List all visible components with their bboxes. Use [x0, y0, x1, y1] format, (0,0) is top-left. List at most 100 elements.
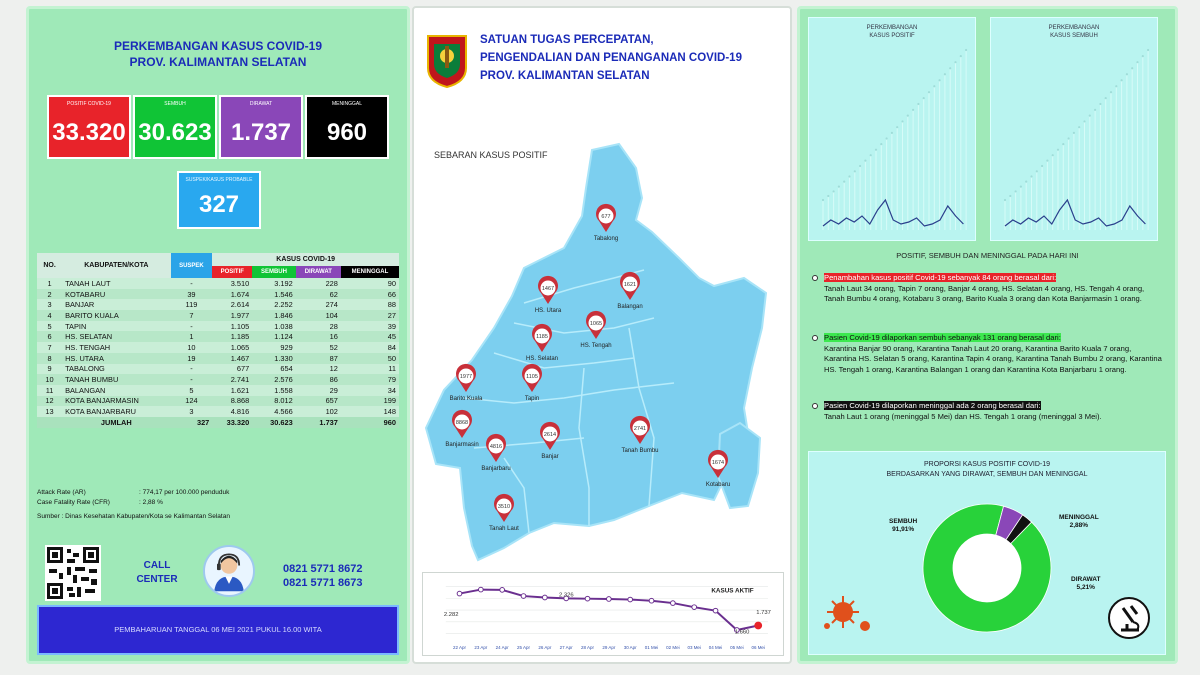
- aktif-point: [520, 593, 527, 599]
- bullet-icon: [812, 403, 818, 409]
- marker-name: Banjarmasin: [445, 442, 478, 448]
- col-sembuh: SEMBUH: [252, 266, 296, 278]
- table-cell: 34: [387, 385, 396, 395]
- aktif-point: [691, 604, 698, 610]
- table-cell: 8.012: [274, 396, 293, 406]
- map-kotabaru: [716, 421, 762, 510]
- qr-code-icon[interactable]: [45, 545, 101, 601]
- phone-number-1[interactable]: 0821 5771 8672: [283, 563, 363, 575]
- aktif-date-label: 01 Mei: [645, 645, 658, 650]
- table-cell: 2: [47, 289, 52, 299]
- aktif-date-label: 28 Apr: [581, 645, 594, 650]
- table-cell: 4: [47, 310, 52, 320]
- aktif-first-label: 2.282: [444, 612, 459, 618]
- call-center-bar: CALL CENTER 0821 5771 8672 0821 5771 867…: [33, 541, 403, 603]
- table-cell: 6: [47, 332, 52, 342]
- summary-panel: PERKEMBANGAN KASUS COVID-19 PROV. KALIMA…: [26, 6, 410, 664]
- map-marker[interactable]: 2614 Banjar: [540, 421, 560, 460]
- table-row: 4 BARITO KUALA 7 1.977 1.846 104 27: [37, 310, 399, 321]
- map-marker[interactable]: 1467 HS. Utara: [535, 275, 562, 314]
- table-cell: 1.674: [230, 289, 250, 299]
- map-marker[interactable]: 4816 Banjarbaru: [481, 433, 511, 472]
- table-cell: KOTABARU: [65, 289, 106, 299]
- table-cell: 327: [170, 416, 213, 428]
- table-cell: 88: [387, 300, 396, 310]
- table-cell: 1.065: [230, 342, 250, 352]
- table-cell: 4.566: [274, 407, 293, 417]
- table-cell: 19: [187, 353, 196, 363]
- virus-icon: [824, 596, 870, 631]
- table-cell: 654: [280, 364, 293, 374]
- marker-name: Barito Kuala: [450, 396, 483, 402]
- table-cell: 27: [387, 310, 396, 320]
- map-marker[interactable]: 2741 Tanah Bumbu: [621, 415, 659, 454]
- map-marker[interactable]: 3510 Tanah Laut: [489, 493, 519, 532]
- stat-label: DIRAWAT: [249, 101, 273, 107]
- table-cell: 1.846: [274, 310, 293, 320]
- aktif-date-label: 27 Apr: [560, 645, 573, 650]
- sembuh-trend-chart: PERKEMBANGAN KASUS SEMBUH: [990, 17, 1158, 241]
- stat-label: POSITIF COVID-19: [67, 101, 111, 107]
- source-note: Sumber : Dinas Kesehatan Kabupaten/Kota …: [37, 513, 230, 520]
- map-marker[interactable]: 1977 Barito Kuala: [450, 363, 483, 402]
- map-marker[interactable]: 1621 Balangan: [617, 271, 643, 310]
- province-map: 677 Tabalong 1467 HS. Utara 1621 Balangan 1065…: [424, 142, 768, 562]
- map-marker[interactable]: 1105 Tapin: [522, 363, 542, 402]
- aktif-date-label: 26 Apr: [538, 645, 551, 650]
- table-cell: 677: [236, 364, 250, 374]
- table-cell: KOTA BANJARMASIN: [65, 396, 139, 406]
- table-cell: 45: [387, 332, 396, 342]
- col-kabupaten: KABUPATEN/KOTA: [62, 253, 171, 278]
- table-row: 13 KOTA BANJARBARU 3 4.816 4.566 102 148: [37, 406, 399, 417]
- aktif-peak-label: 2.326: [559, 592, 574, 598]
- table-cell: TANAH LAUT: [65, 278, 111, 288]
- table-cell: 1.977: [230, 310, 250, 320]
- map-marker[interactable]: 677 Tabalong: [594, 203, 618, 242]
- table-cell: 3: [189, 407, 194, 417]
- table-cell: 39: [387, 321, 396, 331]
- table-row: 5 TAPIN - 1.105 1.038 28 39: [37, 320, 399, 332]
- marker-name: Tabalong: [594, 236, 618, 242]
- stat-value: 30.623: [138, 119, 212, 146]
- aktif-date-label: 24 Apr: [496, 645, 509, 650]
- table-cell: 124: [185, 396, 198, 406]
- dirawat-label: DIRAWAT 5,21%: [1071, 576, 1101, 591]
- meninggal-today-note: Pasien Covid-19 dilaporkan meninggal ada…: [812, 401, 1162, 422]
- marker-value: 1977: [460, 374, 472, 380]
- marker-value: 3510: [498, 504, 510, 510]
- aktif-point: [499, 587, 506, 593]
- col-positif: POSITIF: [212, 266, 253, 278]
- table-cell: -: [190, 321, 193, 331]
- aktif-point: [584, 595, 591, 602]
- marker-value: 1467: [542, 286, 554, 292]
- map-marker[interactable]: 1185 HS. Selatan: [526, 323, 558, 362]
- marker-value: 1621: [624, 282, 636, 288]
- table-total-row: JUMLAH 327 33.320 30.623 1.737 960: [37, 416, 399, 428]
- phone-number-2[interactable]: 0821 5771 8673: [283, 577, 363, 589]
- table-cell: -: [190, 278, 193, 288]
- table-cell: 29: [329, 385, 338, 395]
- col-meninggal: MENINGGAL: [340, 266, 399, 278]
- map-marker[interactable]: 1065 HS. Tengah: [580, 310, 612, 349]
- marker-name: Tanah Laut: [489, 526, 519, 532]
- table-cell: TANAH BUMBU: [65, 375, 119, 385]
- table-cell: 1: [47, 278, 52, 288]
- district-table: NO. KABUPATEN/KOTA SUSPEK KASUS COVID-19…: [37, 253, 399, 428]
- table-cell: BANJAR: [65, 300, 95, 310]
- table-row: 11 BALANGAN 5 1.621 1.558 29 34: [37, 384, 399, 396]
- aktif-date-label: 03 Mei: [687, 645, 700, 650]
- positif-trend-chart: PERKEMBANGAN KASUS POSITIF: [808, 17, 976, 241]
- map-marker[interactable]: 1674 Kotabaru: [706, 449, 730, 488]
- panel-title-line1: PERKEMBANGAN KASUS COVID-19: [113, 39, 323, 53]
- table-cell: 102: [325, 407, 338, 417]
- marker-name: HS. Utara: [535, 308, 562, 314]
- mini-title: PERKEMBANGAN KASUS POSITIF: [866, 25, 918, 39]
- table-cell: 1.185: [230, 332, 250, 342]
- aktif-point: [712, 607, 719, 614]
- aktif-date-label: 05 Mei: [730, 645, 743, 650]
- table-cell: BALANGAN: [65, 385, 106, 395]
- map-marker[interactable]: 8868 Banjarmasin: [445, 409, 479, 448]
- aktif-date-label: 30 Apr: [624, 645, 637, 650]
- microscope-icon: [1108, 597, 1150, 639]
- table-cell: 1.737: [295, 416, 341, 428]
